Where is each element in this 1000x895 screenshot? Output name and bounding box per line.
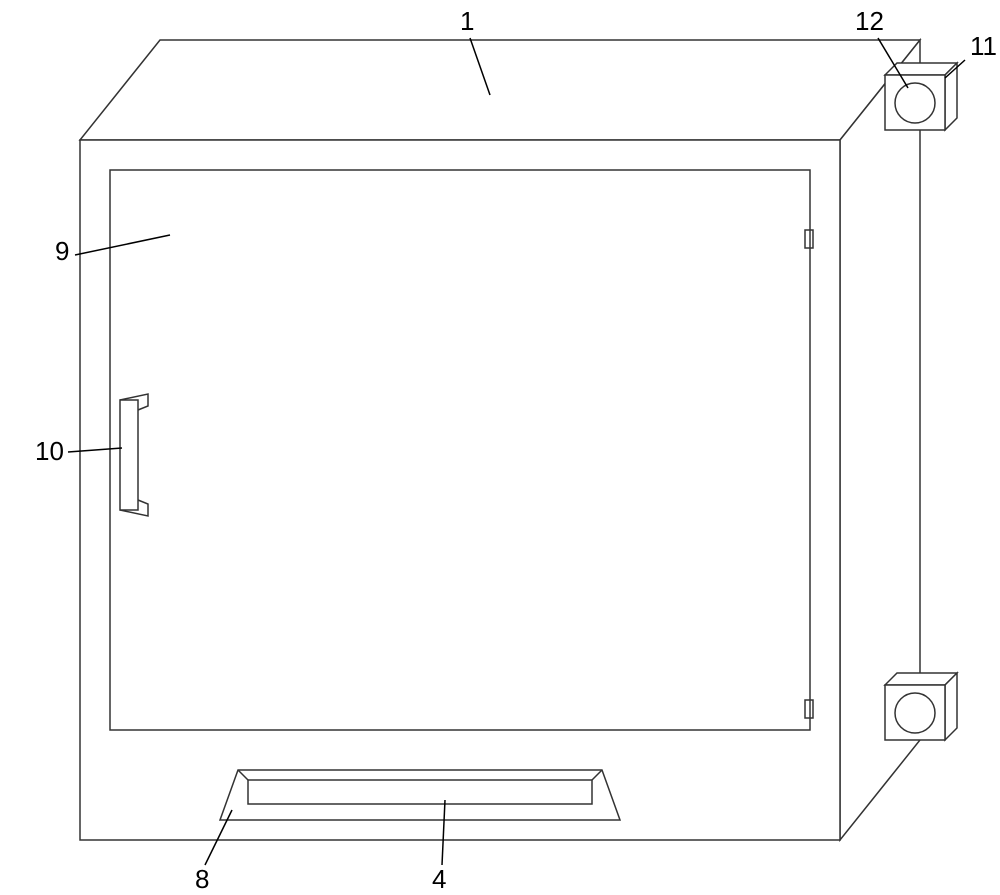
- callout-label-11: 11: [970, 31, 997, 61]
- cabinet-top-face: [80, 40, 920, 140]
- port-box-side-bottom: [945, 673, 957, 740]
- callout-label-4: 4: [432, 864, 446, 894]
- cabinet-front-face: [80, 140, 840, 840]
- callout-label-1: 1: [460, 6, 474, 36]
- door-handle: [120, 400, 138, 510]
- callout-label-12: 12: [855, 6, 884, 36]
- callout-label-10: 10: [35, 436, 64, 466]
- callout-label-9: 9: [55, 236, 69, 266]
- callout-label-8: 8: [195, 864, 209, 894]
